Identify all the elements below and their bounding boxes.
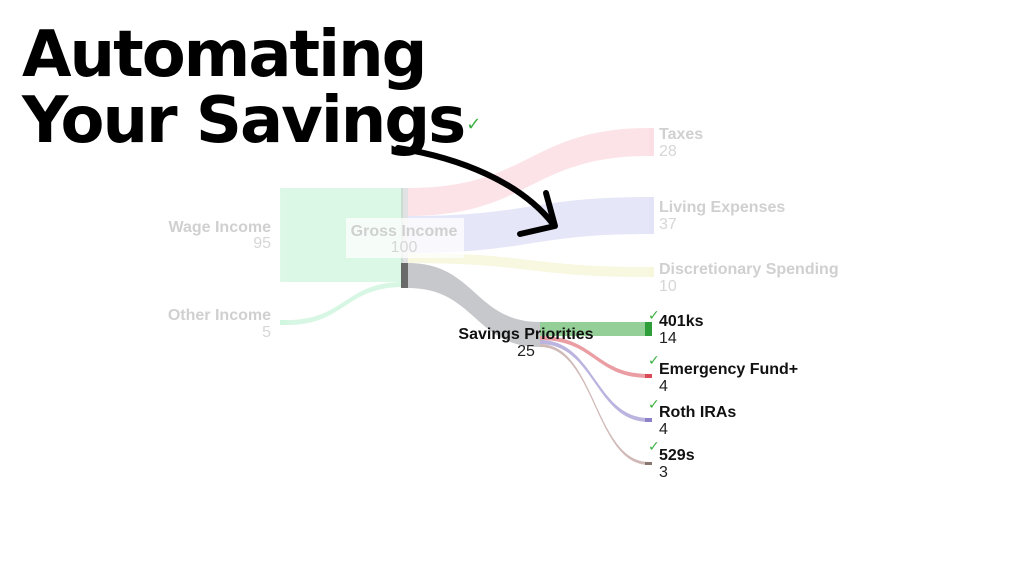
label-other-income-value: 5 [262,324,271,341]
check-icon-529s: ✓ [648,439,660,455]
link-gross-savings [408,263,540,347]
label-savings-priorities-value: 25 [517,343,535,360]
check-icon-roth-iras: ✓ [648,397,660,413]
node-discretionary-spending [649,267,654,277]
label-living-expenses-value: 37 [659,216,677,233]
check-icon-emergency-fund: ✓ [648,353,660,369]
link-gross-living [408,197,649,253]
node-401ks [645,322,652,336]
label-discretionary-spending-value: 10 [659,278,677,295]
headline-line-2-text: Your Savings [22,84,466,158]
node-wage-income [280,188,287,282]
label-gross-income-value: 100 [391,239,418,256]
headline: Automating Your Savings ✓ [22,22,481,154]
label-taxes-name: Taxes [659,126,703,143]
label-wage-income-name: Wage Income [168,219,271,236]
node-529s [645,462,652,465]
headline-line-1: Automating [22,18,427,92]
link-savings-529s [540,344,649,465]
node-taxes [649,128,654,156]
headline-check-icon: ✓ [466,114,482,135]
check-icon-401ks: ✓ [648,308,660,324]
node-living-expenses [649,197,654,234]
link-other-gross [287,282,403,325]
link-wage-gross [287,188,403,282]
label-emergency-fund-name: Emergency Fund+ [659,361,798,378]
label-living-expenses-name: Living Expenses [659,199,785,216]
arrow-shaft [395,145,556,227]
link-savings-401ks [540,322,649,336]
label-roth-iras-value: 4 [659,421,668,438]
label-savings-priorities-name: Savings Priorities [458,326,593,343]
link-savings-emergency [540,336,649,378]
label-discretionary-spending-name: Discretionary Spending [659,261,839,278]
label-emergency-fund-value: 4 [659,378,668,395]
node-other-income [280,320,287,325]
node-emergency-fund [645,374,652,378]
label-wage-income-value: 95 [253,235,271,252]
arrow-head [517,190,558,237]
label-gross-income-name: Gross Income [351,223,458,240]
label-taxes-value: 28 [659,143,677,160]
sankey-links [287,128,649,465]
headline-line-2: Your Savings ✓ [22,88,481,154]
label-roth-iras-name: Roth IRAs [659,404,736,421]
label-529s-name: 529s [659,447,695,464]
label-401ks-name: 401ks [659,313,704,330]
node-roth-iras [645,418,652,422]
gross-income-label-backdrop [346,218,464,258]
label-other-income-name: Other Income [168,307,271,324]
node-gross-to-savings-segment [401,263,408,288]
sankey-labels: Wage Income 95 Other Income 5 Gross Inco… [168,126,839,481]
link-gross-taxes [408,128,649,216]
link-gross-discretionary [408,253,649,277]
link-savings-roth [540,340,649,422]
annotation-arrow [395,145,558,237]
label-401ks-value: 14 [659,330,677,347]
label-529s-value: 3 [659,464,668,481]
